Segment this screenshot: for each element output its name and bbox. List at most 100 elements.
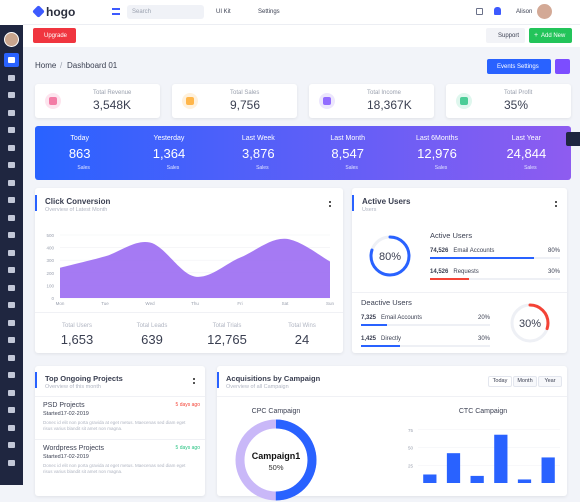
- card-accent: [35, 372, 37, 388]
- cpc-title: CPC Campaign: [251, 408, 301, 415]
- card-subtitle: Overview of all Campaign: [226, 384, 289, 390]
- card-title: Click Conversion: [45, 197, 111, 206]
- y-tick-label: 0: [51, 296, 54, 301]
- sidebar-avatar[interactable]: [4, 32, 19, 47]
- period-label: Last Year: [511, 135, 541, 142]
- add-new-label: Add New: [541, 33, 566, 39]
- total-label: Total Leads: [136, 323, 168, 329]
- user-name[interactable]: Alison: [516, 9, 533, 15]
- stat-icon-glyph: [323, 97, 331, 105]
- notification-icon[interactable]: [494, 7, 501, 15]
- x-tick-label: Wed: [145, 301, 155, 306]
- sidebar-icon[interactable]: [8, 459, 15, 466]
- y-tick-label: 300: [46, 258, 54, 263]
- card-menu: [193, 378, 195, 384]
- divider: [217, 396, 567, 397]
- bar: [470, 475, 484, 483]
- total-value: 24: [294, 332, 310, 347]
- period-unit: Sales: [345, 165, 358, 171]
- sidebar-icon[interactable]: [8, 232, 15, 238]
- project-name: PSD Projects: [43, 402, 85, 409]
- menu-ui-kit[interactable]: UI Kit: [216, 9, 231, 15]
- add-new-button[interactable]: [529, 28, 572, 43]
- project-time: 5 days ago: [175, 445, 200, 451]
- x-tick-label: Mon: [56, 301, 65, 306]
- row-name: Email Accounts: [381, 315, 423, 321]
- sidebar-icon[interactable]: [8, 267, 15, 273]
- bar: [423, 474, 437, 483]
- card-subtitle: Users: [362, 207, 377, 213]
- sidebar-icon[interactable]: [8, 337, 15, 343]
- total-value: 639: [141, 332, 163, 347]
- range-button[interactable]: Today: [488, 376, 512, 387]
- stat-icon-glyph: [49, 97, 57, 105]
- range-button[interactable]: Month: [513, 376, 537, 387]
- summary-banner: [35, 126, 571, 180]
- cpc-donut: Campaign1 50%: [235, 419, 317, 501]
- events-button[interactable]: [487, 59, 551, 74]
- project-started: Started17-02-2019: [43, 454, 89, 460]
- user-avatar[interactable]: [537, 4, 552, 19]
- upgrade-button[interactable]: [33, 28, 76, 43]
- sidebar-icon[interactable]: [8, 214, 15, 221]
- sidebar-icon[interactable]: [8, 407, 15, 413]
- side-tab[interactable]: [566, 132, 580, 146]
- card-title: Acquisitions by Campaign: [226, 374, 321, 383]
- progress-track: [361, 324, 490, 326]
- period-value: 3,876: [242, 146, 275, 161]
- fullscreen-icon[interactable]: [476, 8, 483, 15]
- sidebar-icon[interactable]: [8, 162, 15, 168]
- row-count: 1,425: [361, 336, 377, 342]
- breadcrumb-home[interactable]: Home: [35, 61, 57, 70]
- period-unit: Sales: [77, 165, 90, 171]
- sidebar-icon[interactable]: [8, 74, 15, 81]
- divider: [35, 312, 343, 313]
- menu-toggle[interactable]: [112, 8, 120, 15]
- sidebar-icon[interactable]: [8, 372, 15, 378]
- sidebar-icon[interactable]: [8, 442, 15, 448]
- sidebar-icon[interactable]: [8, 127, 15, 133]
- sidebar-icon[interactable]: [8, 179, 15, 186]
- x-tick-label: Sun: [326, 301, 335, 306]
- period-label: Today: [70, 135, 89, 142]
- progress-fill: [361, 324, 387, 326]
- x-tick-label: Sat: [282, 301, 290, 306]
- sidebar-icon[interactable]: [8, 249, 15, 256]
- x-tick-label: Tue: [101, 301, 109, 306]
- stat-label: Total Sales: [230, 90, 260, 96]
- y-tick-label: 500: [46, 233, 54, 238]
- sidebar-icon[interactable]: [8, 197, 15, 203]
- menu-settings[interactable]: Settings: [258, 9, 280, 15]
- total-value: 1,653: [60, 332, 94, 347]
- range-button[interactable]: Year: [538, 376, 562, 387]
- sidebar-icon[interactable]: [8, 109, 15, 116]
- search-box[interactable]: [127, 5, 204, 19]
- sidebar-icon[interactable]: [8, 354, 15, 361]
- sidebar-icon[interactable]: [8, 92, 15, 98]
- sidebar-icon[interactable]: [8, 302, 15, 308]
- sidebar-icon[interactable]: [8, 144, 15, 151]
- card-title: Active Users: [362, 197, 411, 206]
- sidebar-icon[interactable]: [8, 389, 15, 396]
- gauge-arc: [510, 303, 550, 343]
- star-button[interactable]: [555, 59, 570, 74]
- project-description: Donec id elit non porta gravida at eget …: [43, 420, 186, 431]
- donut-label: 50%: [268, 463, 283, 472]
- sidebar-icon[interactable]: [8, 57, 15, 63]
- progress-fill: [430, 257, 534, 259]
- card-subtitle: Overview of Latest Month: [45, 207, 108, 213]
- card-menu: [329, 201, 331, 207]
- total-label: Total Users: [61, 323, 92, 329]
- area-chart: 0 100 200 300 400 500 Mon Tue Wed Thu Fri Sat Sun: [46, 233, 335, 306]
- sidebar-icon[interactable]: [8, 284, 15, 291]
- sidebar: [0, 0, 23, 485]
- donut-name: Campaign1: [252, 451, 301, 461]
- sidebar-icon[interactable]: [8, 319, 15, 326]
- deactive-gauge: 30%: [510, 303, 550, 343]
- stat-value: 35%: [504, 98, 529, 112]
- divider: [352, 292, 567, 293]
- total-label: Total Trials: [212, 323, 242, 329]
- period-unit: Sales: [166, 165, 180, 171]
- sidebar-icon[interactable]: [8, 424, 15, 431]
- support-button[interactable]: [486, 28, 525, 43]
